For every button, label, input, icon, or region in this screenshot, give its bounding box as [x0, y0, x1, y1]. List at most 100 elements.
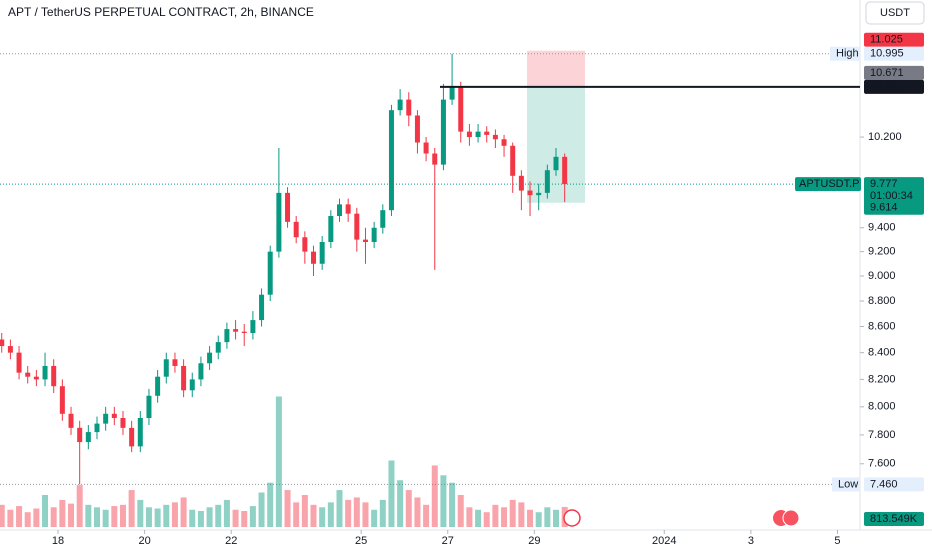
volume-bar [362, 502, 369, 527]
currency[interactable]: USDT [880, 7, 910, 19]
volume-bar [119, 504, 126, 527]
volume-bar [466, 507, 473, 527]
volume-bar [267, 482, 274, 527]
x-tick-label: 2024 [652, 535, 676, 547]
candle-body [163, 359, 169, 377]
high-tag-box [830, 46, 860, 61]
candle-body [120, 417, 126, 428]
candle-body [207, 352, 213, 364]
candle-body [51, 365, 57, 387]
volume-bar [7, 509, 14, 527]
x-tick-label: 25 [355, 535, 367, 547]
low-tag-box [832, 477, 860, 492]
volume-bar [76, 485, 83, 527]
candle-body [449, 85, 455, 100]
candle-body [0, 339, 5, 347]
volume-bar [154, 508, 161, 527]
volume-bar [241, 510, 248, 527]
candle-body [259, 294, 265, 321]
candle-body [440, 99, 446, 165]
volume-bar [345, 499, 352, 527]
volume-bar [449, 482, 456, 527]
volume-bar [68, 503, 75, 527]
high-label-box [864, 46, 924, 61]
volume-bar [215, 504, 222, 527]
y-tick-label: 9.200 [868, 246, 896, 258]
candle-body [103, 413, 109, 424]
y-tick-label: 8.200 [868, 373, 896, 385]
candle-body [68, 413, 74, 428]
candle-body [33, 376, 39, 380]
high-label: 10.995 [870, 48, 904, 60]
candle-body [94, 423, 100, 433]
y-tick-label: 9.000 [868, 270, 896, 282]
candle-body [77, 427, 83, 443]
candle-body [336, 204, 342, 217]
last-volume-label-box [864, 512, 924, 526]
candle-body [397, 99, 403, 111]
volume-bar [189, 509, 196, 527]
candle-body [311, 251, 317, 264]
volume-bar [509, 499, 516, 527]
volume-bar [128, 490, 135, 527]
volume-bar [0, 504, 5, 527]
x-tick-label: 22 [225, 535, 237, 547]
candle-body [111, 413, 117, 418]
volume-bar [111, 506, 118, 527]
candle-body [25, 372, 31, 377]
volume-bar [59, 499, 66, 527]
y-tick-label: 9.400 [868, 222, 896, 234]
volume-bar [397, 480, 404, 527]
y-tick-label: 10.200 [868, 131, 902, 143]
candle-body [146, 395, 152, 418]
candle-body [302, 237, 308, 252]
volume-bar [275, 396, 282, 527]
candle-body [293, 221, 299, 238]
y-tick-label: 7.600 [868, 458, 896, 470]
event-icon [563, 509, 581, 527]
candle-body [406, 99, 412, 116]
target-zone [527, 86, 585, 203]
candle-body [380, 210, 386, 228]
x-tick-label: 29 [528, 535, 540, 547]
candle-body [319, 242, 325, 264]
volume-bar [518, 502, 525, 527]
volume-bar [293, 502, 300, 527]
x-tick-label: 27 [442, 535, 454, 547]
entry-mirror-label: 10.671 [870, 67, 904, 79]
candle-body [432, 153, 438, 165]
flag-icon [782, 509, 800, 527]
candle-body [250, 320, 256, 333]
volume-bar [50, 507, 57, 527]
symbol-tag-box [795, 177, 861, 192]
chart-title: APT / TetherUS PERPETUAL CONTRACT, 2h, B… [8, 5, 314, 19]
volume-bar [310, 504, 317, 527]
volume-bar [327, 502, 334, 527]
low-tag: Low [838, 478, 858, 490]
candle-body [267, 251, 273, 295]
volume-bar [544, 507, 551, 527]
candle-body [233, 329, 239, 332]
candle-body [224, 329, 230, 343]
candle-body [562, 156, 568, 185]
volume-bar [405, 490, 412, 527]
candle-body [129, 427, 135, 447]
volume-bar [93, 507, 100, 527]
volume-bar [535, 512, 542, 527]
volume-bar [301, 494, 308, 527]
currency-button[interactable] [865, 1, 925, 25]
stop-label: 11.025 [870, 34, 903, 46]
volume-bar [440, 475, 447, 527]
candle-body [536, 192, 542, 196]
candle-body [388, 110, 394, 211]
candle-body [241, 331, 247, 333]
last-price-box [864, 177, 924, 204]
low-label-box [864, 477, 924, 492]
volume-bar [353, 497, 360, 527]
volume-bar [180, 497, 187, 527]
volume-bar [284, 490, 291, 527]
candle-body [518, 175, 524, 191]
last-price: 9.777 [870, 178, 898, 190]
